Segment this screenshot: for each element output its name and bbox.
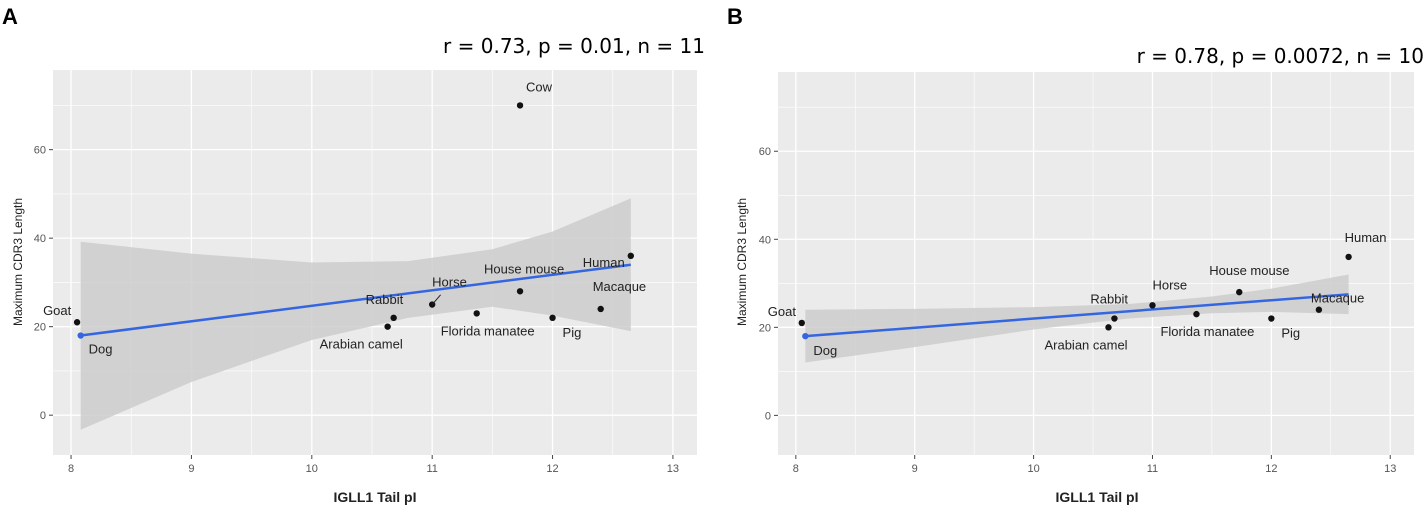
- data-point-florida-manatee: [473, 310, 480, 317]
- x-tick-label: 10: [306, 463, 318, 475]
- panel-a: A r = 0.73, p = 0.01, n = 11 Goat Dog Arab…: [2, 4, 705, 505]
- point-label-horse: Horse: [432, 275, 467, 290]
- y-tick-label: 60: [759, 146, 771, 158]
- point-label-rabbit: Rabbit: [366, 292, 404, 307]
- panel-b-grid: [778, 72, 1414, 455]
- data-point-house-mouse: [516, 288, 524, 295]
- point-label-arabian-camel: Arabian camel: [320, 337, 403, 352]
- y-tick-label: 20: [34, 322, 46, 334]
- data-point-dog: [802, 332, 809, 340]
- point-label-goat: Goat: [768, 304, 797, 319]
- panel-b: B r = 0.78, p = 0.0072, n = 10 Goat Dog Ar…: [727, 4, 1424, 505]
- panel-a-stats: r = 0.73, p = 0.01, n = 11: [443, 34, 705, 58]
- point-label-human: Human: [583, 255, 625, 270]
- x-tick-label: 9: [188, 463, 194, 475]
- point-label-horse: Horse: [1152, 277, 1187, 292]
- y-tick-label: 0: [765, 410, 771, 422]
- data-point-cow: [516, 102, 524, 109]
- x-tick-label: 11: [426, 463, 437, 475]
- panel-a-y-axis-title: Maximum CDR3 Length: [11, 198, 25, 326]
- point-label-dog: Dog: [89, 342, 113, 357]
- panel-b-y-axis-title: Maximum CDR3 Length: [735, 198, 749, 326]
- point-label-arabian-camel: Arabian camel: [1044, 337, 1127, 352]
- x-tick-label: 9: [912, 463, 918, 475]
- y-tick-label: 40: [34, 233, 46, 245]
- data-point-house-mouse: [1236, 288, 1243, 296]
- data-point-rabbit: [390, 314, 397, 322]
- panel-b-fit-line: [805, 293, 1349, 338]
- data-point-goat: [73, 319, 81, 326]
- label-leader-horse: [431, 294, 441, 305]
- point-label-pig: Pig: [563, 325, 582, 340]
- panel-a-x-axis-title: IGLL1 Tail pI: [334, 489, 417, 505]
- panel-b-plot-background: [778, 72, 1414, 455]
- point-label-rabbit: Rabbit: [1090, 292, 1128, 307]
- x-tick-label: 11: [1147, 463, 1158, 475]
- panel-b-confidence-band: [805, 274, 1349, 363]
- panel-a-fit-line: [80, 263, 631, 337]
- x-tick-label: 12: [546, 463, 558, 475]
- point-label-macaque: Macaque: [593, 279, 646, 294]
- point-label-florida-manatee: Florida manatee: [441, 323, 535, 338]
- y-tick-label: 40: [759, 234, 771, 246]
- x-tick-label: 8: [793, 463, 799, 475]
- panel-a-letter: A: [2, 4, 18, 29]
- y-tick-label: 0: [40, 410, 46, 422]
- point-label-house-mouse: House mouse: [484, 261, 564, 276]
- data-point-human: [627, 252, 634, 260]
- data-point-pig: [1268, 315, 1275, 322]
- x-tick-label: 10: [1027, 463, 1039, 475]
- data-point-human: [1345, 253, 1352, 261]
- point-label-florida-manatee: Florida manatee: [1160, 324, 1254, 339]
- data-point-goat: [798, 319, 805, 327]
- point-label-goat: Goat: [43, 303, 72, 318]
- panel-b-ticks: 8 9 10 11 12 13 0 20 40 60: [759, 146, 1397, 475]
- x-tick-label: 12: [1265, 463, 1277, 475]
- panel-a-points: Goat Dog Arabian camel Rabbit Horse Florida m…: [43, 79, 646, 356]
- data-point-rabbit: [1111, 315, 1118, 322]
- panel-b-stats: r = 0.78, p = 0.0072, n = 10: [1137, 44, 1424, 68]
- panel-a-confidence-band: [80, 198, 631, 430]
- data-point-arabian-camel: [1105, 324, 1112, 331]
- panel-b-points: Goat Dog Arabian camel Rabbit Horse Florida m…: [768, 230, 1387, 358]
- panel-b-letter: B: [727, 4, 743, 29]
- data-point-dog: [77, 332, 84, 339]
- data-point-pig: [549, 314, 556, 322]
- data-point-macaque: [597, 305, 604, 313]
- x-tick-label: 13: [667, 463, 679, 475]
- panel-a-ticks: 8 9 10 11 12 13 0 20 40 60: [34, 145, 679, 475]
- data-point-horse: [1149, 302, 1156, 309]
- y-tick-label: 20: [759, 322, 771, 334]
- point-label-pig: Pig: [1281, 326, 1300, 341]
- point-label-cow: Cow: [526, 79, 553, 94]
- point-label-dog: Dog: [813, 343, 837, 358]
- point-label-human: Human: [1345, 230, 1387, 245]
- data-point-florida-manatee: [1193, 310, 1200, 318]
- panel-b-x-axis-title: IGLL1 Tail pI: [1056, 489, 1139, 505]
- data-point-macaque: [1315, 306, 1323, 313]
- x-tick-label: 8: [68, 463, 74, 475]
- point-label-macaque: Macaque: [1311, 291, 1364, 306]
- x-tick-label: 13: [1384, 463, 1396, 475]
- point-label-house-mouse: House mouse: [1209, 263, 1289, 278]
- data-point-arabian-camel: [384, 323, 391, 330]
- y-tick-label: 60: [34, 145, 46, 157]
